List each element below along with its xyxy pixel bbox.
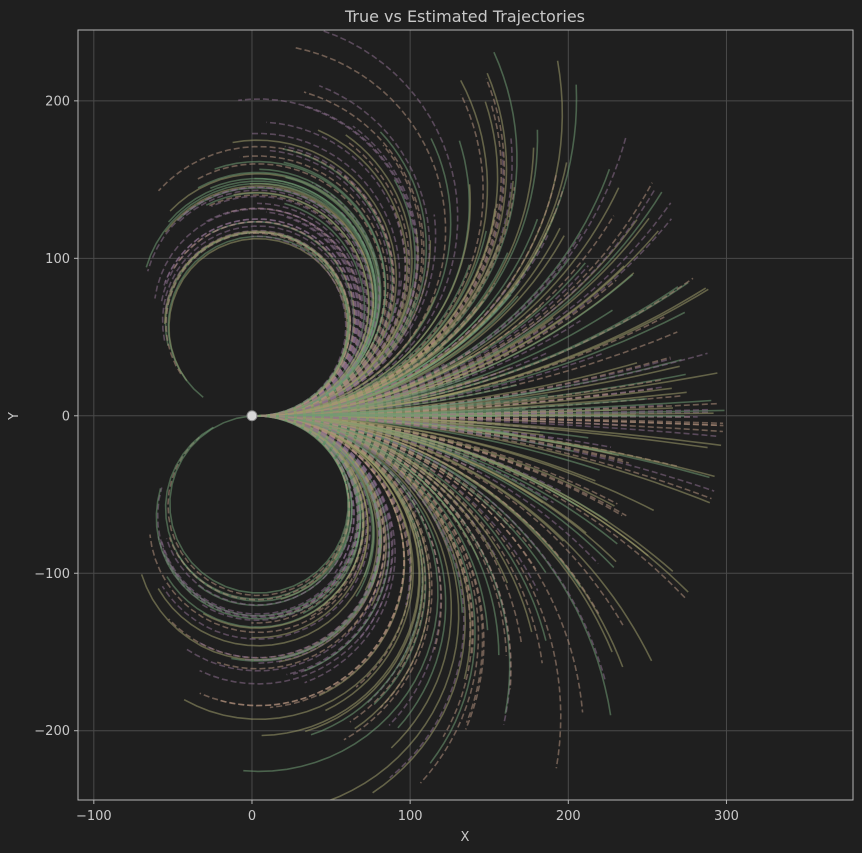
trajectory-line xyxy=(252,306,477,417)
start-point-marker xyxy=(246,410,258,422)
trajectory-line xyxy=(252,415,562,769)
trajectory-line xyxy=(252,415,623,461)
y-tick-label: 100 xyxy=(45,252,70,267)
trajectory-line xyxy=(252,415,607,682)
trajectory-line xyxy=(252,415,715,492)
trajectory-line xyxy=(252,214,437,417)
trajectory-line xyxy=(252,46,447,417)
x-axis-label: X xyxy=(461,830,470,845)
trajectory-line xyxy=(252,105,418,417)
trajectory-line xyxy=(252,415,512,690)
trajectory-line xyxy=(252,415,723,433)
trajectory-line xyxy=(233,191,370,417)
trajectory-line xyxy=(252,349,473,417)
trajectory-line xyxy=(168,415,351,601)
trajectory-line xyxy=(165,415,354,606)
y-tick-label: 200 xyxy=(45,94,70,109)
trajectory-line xyxy=(161,415,371,640)
trajectory-line xyxy=(252,415,543,664)
x-tick-label: 300 xyxy=(714,809,739,824)
trajectory-line xyxy=(243,415,439,773)
chart-title: True vs Estimated Trajectories xyxy=(344,7,585,26)
trajectory-line xyxy=(252,288,709,417)
y-tick-label: 0 xyxy=(62,409,70,424)
trajectory-line xyxy=(252,278,515,417)
trajectory-line xyxy=(252,415,465,779)
trajectory-line xyxy=(252,84,431,417)
trajectory-line xyxy=(252,91,425,417)
trajectory-line xyxy=(252,184,472,417)
x-tick-label: 100 xyxy=(398,809,423,824)
trajectory-line xyxy=(154,208,363,417)
trajectory-line xyxy=(252,415,655,512)
origin-markers xyxy=(246,410,258,422)
y-axis-label: Y xyxy=(7,412,22,421)
trajectory-line xyxy=(252,415,724,427)
trajectory-line xyxy=(252,415,554,504)
trajectory-line xyxy=(252,415,584,713)
trajectory-line xyxy=(242,415,381,661)
trajectory-line xyxy=(252,277,694,417)
trajectory-line xyxy=(252,415,451,552)
trajectory-line xyxy=(252,187,657,417)
trajectory-line xyxy=(252,356,671,417)
trajectory-line xyxy=(252,415,489,631)
trajectory-line xyxy=(252,181,514,417)
trajectory-line xyxy=(161,225,355,417)
trajectory-line xyxy=(238,98,419,417)
axes-frame xyxy=(77,29,854,801)
trajectory-line xyxy=(202,415,365,629)
tick-labels: −100 0 100 200 300 −200 −100 0 100 200 xyxy=(34,94,739,824)
y-tick-label: −100 xyxy=(34,567,70,582)
trajectory-line xyxy=(252,415,431,709)
y-tick-label: −200 xyxy=(34,724,70,739)
trajectory-line xyxy=(252,94,484,417)
trajectory-line xyxy=(252,415,600,615)
trajectory-line xyxy=(252,415,674,573)
trajectory-line xyxy=(252,234,349,417)
trajectory-line xyxy=(252,316,665,417)
trajectory-lines xyxy=(140,30,725,800)
trajectory-line xyxy=(252,415,449,470)
trajectory-line xyxy=(252,415,406,709)
x-tick-label: 200 xyxy=(556,809,581,824)
trajectory-line xyxy=(157,145,395,417)
trajectory-line xyxy=(252,273,634,417)
x-tick-label: 0 xyxy=(248,809,256,824)
trajectory-line xyxy=(164,415,353,603)
trajectory-line xyxy=(252,415,475,657)
trajectory-line xyxy=(167,180,377,417)
x-tick-label: −100 xyxy=(76,809,112,824)
trajectory-line xyxy=(165,231,352,417)
